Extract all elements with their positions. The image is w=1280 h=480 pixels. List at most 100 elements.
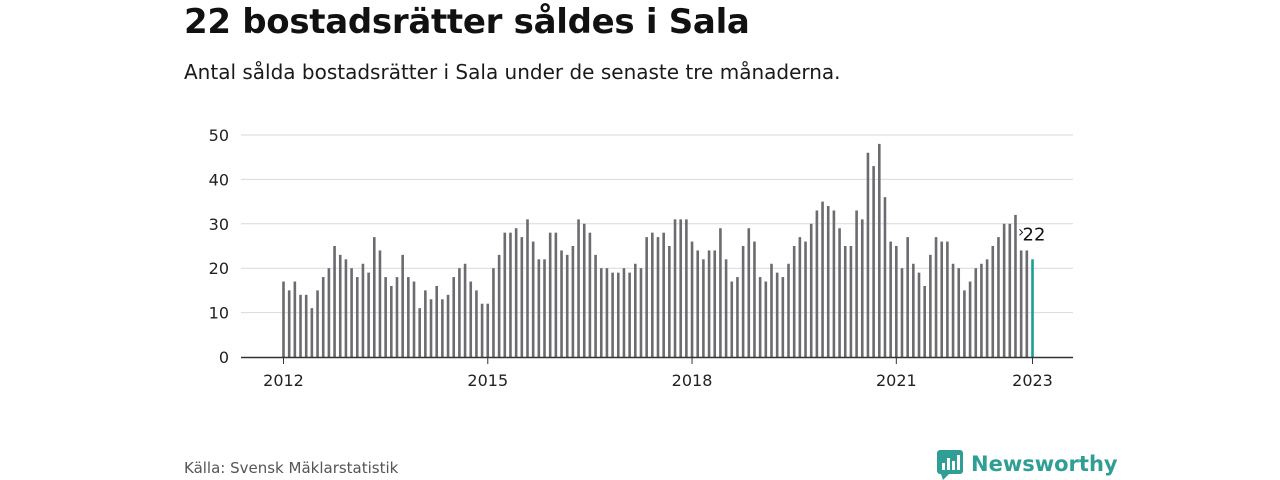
bar [435,285,439,357]
bar [441,299,444,357]
bar [843,246,847,357]
bar [815,210,819,357]
bar [741,246,745,357]
bar [934,237,938,357]
bar [946,241,949,357]
bar [372,237,376,357]
bar [957,268,961,357]
bar [662,232,665,357]
bar [651,232,654,357]
bar [350,268,353,357]
bar [963,290,966,357]
bar [872,166,875,357]
bar [361,263,365,357]
bar [452,277,456,357]
bar [429,299,433,357]
bar [418,308,421,357]
x-tick-label: 2012 [263,371,304,390]
bar [321,277,325,357]
bar [974,268,978,357]
bar [412,281,416,357]
bar [696,250,700,357]
bar [668,246,671,357]
bar [889,241,892,357]
y-tick-label: 20 [209,259,229,278]
bar [775,272,779,357]
bar [526,219,529,357]
bar [395,277,399,357]
bar [611,272,614,357]
bar [770,263,773,357]
bar [594,254,597,357]
bar [509,232,512,357]
bar [486,303,490,357]
bar [548,232,552,357]
bar [912,263,915,357]
bar [480,303,484,357]
bar [724,259,728,357]
bar [316,290,319,357]
bar [520,237,524,357]
bar [622,268,626,357]
y-tick-label: 40 [209,170,229,189]
bar [503,232,507,357]
bar [293,281,297,357]
annotation-pointer [1019,228,1024,236]
bar [446,294,450,357]
bar [605,268,609,357]
bar [355,277,359,357]
bar [514,228,518,357]
bar [747,228,751,357]
highlighted-bar [1031,259,1034,357]
bar [826,206,830,357]
bar [469,281,473,357]
bar [537,259,541,357]
bar [628,272,631,357]
bar [702,259,705,357]
bar [577,219,580,357]
bar [985,259,989,357]
bar [809,223,813,357]
bar [736,277,739,357]
bar [378,250,382,357]
bar [929,254,932,357]
bar [656,237,660,357]
bar [1019,250,1023,357]
bar [582,223,586,357]
bar [860,219,864,357]
annotations: 22 [1019,224,1046,245]
bar [730,281,734,357]
bar [673,219,677,357]
bar [713,250,717,357]
bar [679,219,682,357]
bar [685,219,688,357]
bar [821,201,824,357]
bar [980,263,983,357]
x-tick-label: 2021 [876,371,917,390]
highlight-value-label: 22 [1023,224,1046,245]
bar [565,254,569,357]
bar [866,152,870,357]
bar [883,197,887,357]
bar [475,290,478,357]
bar [690,241,694,357]
bar [991,246,995,357]
bar [367,272,370,357]
bar [554,232,558,357]
bar [719,228,722,357]
bar [407,277,410,357]
y-tick-label: 30 [209,215,229,234]
bar [384,277,387,357]
bar [758,277,762,357]
bar [497,254,501,357]
bar [877,143,881,357]
bar [390,285,393,357]
bar-chart: 0 10 20 30 40 50 2012 2015 2018 2021 2023 22 [209,126,1073,390]
bar [951,263,955,357]
source-note: Källa: Svensk Mäklarstatistik [184,459,399,477]
bar [634,263,637,357]
bar [560,250,563,357]
y-tick-label: 0 [219,348,229,367]
bar [832,210,836,357]
bar [543,259,546,357]
